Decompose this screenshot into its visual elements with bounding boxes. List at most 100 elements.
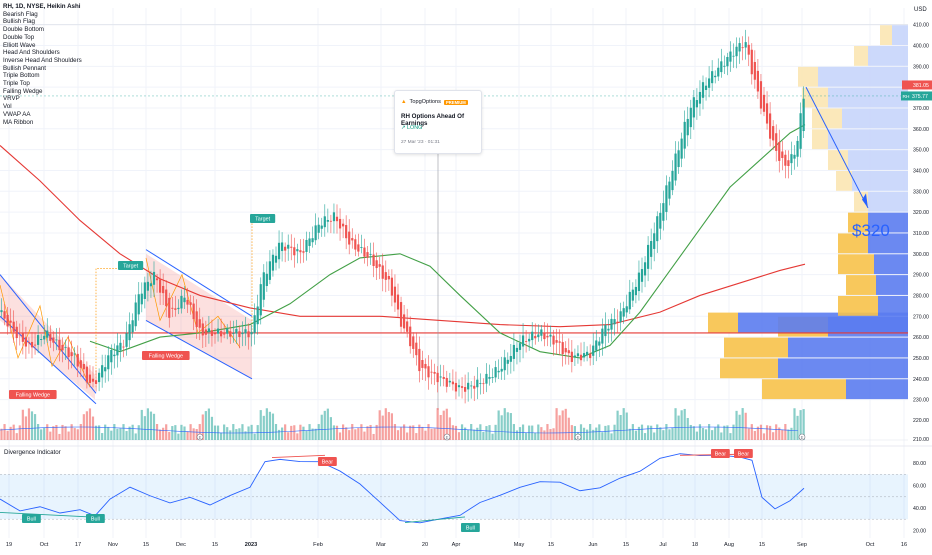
volume-bar bbox=[668, 429, 671, 440]
osc-tick: 20.00 bbox=[913, 528, 926, 534]
indicator-item[interactable]: Vol bbox=[3, 103, 12, 111]
indicator-item[interactable]: VWAP AA bbox=[3, 110, 31, 118]
candle bbox=[49, 334, 52, 341]
volume-bar bbox=[369, 424, 372, 440]
volume-bar bbox=[518, 427, 522, 440]
volume-bar bbox=[521, 424, 525, 440]
candle bbox=[640, 269, 644, 282]
candle bbox=[537, 334, 540, 338]
indicator-item[interactable]: Double Bottom bbox=[3, 26, 44, 34]
chart-title[interactable]: RH, 1D, NYSE, Heikin Ashi bbox=[3, 3, 81, 10]
indicator-item[interactable]: Double Top bbox=[3, 33, 35, 41]
candle bbox=[216, 328, 220, 334]
indicator-item[interactable]: Triple Top bbox=[3, 80, 30, 88]
candle bbox=[152, 271, 156, 285]
indicator-item[interactable]: Head And Shoulders bbox=[3, 49, 60, 57]
volume-profile-sell bbox=[724, 337, 788, 358]
idea-card[interactable]: ▲ TopgOptions PREMIUM RH Options Ahead O… bbox=[394, 90, 482, 154]
volume-bar bbox=[125, 431, 128, 440]
volume-bar bbox=[192, 428, 195, 440]
indicator-item[interactable]: Elliott Wave bbox=[3, 41, 36, 49]
volume-bar bbox=[708, 424, 711, 440]
volume-bar bbox=[561, 410, 564, 440]
wedge-line bbox=[145, 249, 253, 317]
y-tick-label: 280.00 bbox=[913, 293, 929, 299]
target-arrow bbox=[805, 86, 869, 209]
candle bbox=[345, 225, 348, 239]
indicator-list: RH, 1D, NYSE, Heikin Ashi Bearish Flag Bu… bbox=[3, 3, 82, 126]
candle bbox=[473, 385, 476, 389]
candle bbox=[714, 75, 717, 78]
volume-bar bbox=[714, 427, 717, 440]
indicator-item[interactable]: Falling Wedge bbox=[3, 87, 43, 95]
indicator-item[interactable]: MA Ribbon bbox=[3, 118, 34, 126]
volume-bar bbox=[6, 430, 9, 440]
candle bbox=[213, 333, 217, 335]
volume-bar bbox=[659, 427, 662, 440]
candle bbox=[256, 306, 259, 325]
volume-bar bbox=[753, 430, 756, 440]
candle bbox=[488, 376, 491, 379]
candle bbox=[540, 329, 543, 336]
volume-bar bbox=[220, 432, 223, 440]
y-tick-label: 350.00 bbox=[913, 148, 929, 154]
volume-bar bbox=[613, 424, 616, 440]
candle bbox=[348, 231, 351, 245]
volume-bar bbox=[168, 431, 171, 440]
candle bbox=[665, 185, 668, 212]
indicator-item[interactable]: Bullish Pennant bbox=[3, 64, 46, 72]
indicator-item[interactable]: Bearish Flag bbox=[3, 10, 38, 18]
osc-tick: 60.00 bbox=[913, 484, 926, 490]
x-tick-label: Nov bbox=[108, 542, 118, 548]
x-tick-label: 15 bbox=[143, 542, 149, 548]
candle bbox=[235, 328, 238, 334]
candle bbox=[619, 311, 622, 322]
volume-profile-sell bbox=[880, 25, 892, 45]
candle bbox=[579, 354, 583, 361]
candle bbox=[711, 71, 714, 84]
volume-profile-sell bbox=[838, 254, 874, 275]
volume-bar bbox=[409, 425, 412, 440]
indicator-item[interactable]: Inverse Head And Shoulders bbox=[3, 56, 82, 64]
indicator-item[interactable]: Triple Bottom bbox=[3, 72, 40, 80]
volume-bar bbox=[238, 428, 241, 440]
x-tick-label: Oct bbox=[40, 542, 49, 548]
bull-label-bg bbox=[461, 523, 480, 532]
candle bbox=[549, 334, 552, 337]
candle bbox=[15, 326, 18, 339]
volume-bar bbox=[442, 410, 445, 440]
volume-bar bbox=[64, 426, 67, 440]
candle bbox=[631, 289, 634, 301]
candle bbox=[162, 285, 165, 294]
volume-bar bbox=[174, 425, 177, 440]
volume-bar bbox=[88, 408, 92, 440]
volume-bar bbox=[354, 429, 357, 440]
earnings-marker-text: E bbox=[577, 435, 580, 440]
candle bbox=[518, 343, 522, 350]
osc-tick: 80.00 bbox=[913, 461, 926, 467]
candle bbox=[91, 378, 95, 382]
target-path bbox=[251, 222, 270, 333]
indicator-item[interactable]: VRVP bbox=[3, 95, 20, 103]
volume-bar bbox=[387, 412, 390, 440]
volume-bar bbox=[662, 430, 665, 440]
volume-bar bbox=[235, 429, 238, 440]
volume-bar bbox=[277, 429, 281, 440]
volume-bar bbox=[320, 414, 323, 440]
volume-profile bbox=[708, 25, 908, 400]
candle bbox=[647, 244, 650, 269]
candle bbox=[342, 223, 345, 227]
volume-bar bbox=[799, 410, 802, 440]
volume-bar bbox=[695, 431, 698, 440]
volume-bar bbox=[717, 424, 720, 440]
candle bbox=[479, 383, 482, 384]
candle bbox=[723, 65, 726, 67]
indicator-item[interactable]: Bullish Flag bbox=[3, 18, 35, 26]
candle bbox=[180, 295, 183, 309]
candle bbox=[769, 113, 772, 139]
volume-bar bbox=[247, 426, 250, 440]
candle bbox=[643, 262, 647, 276]
volume-bar bbox=[143, 416, 146, 440]
divergence-pane: Divergence Indicator 80.00 60.00 40.00 20.00 bbox=[0, 445, 932, 534]
